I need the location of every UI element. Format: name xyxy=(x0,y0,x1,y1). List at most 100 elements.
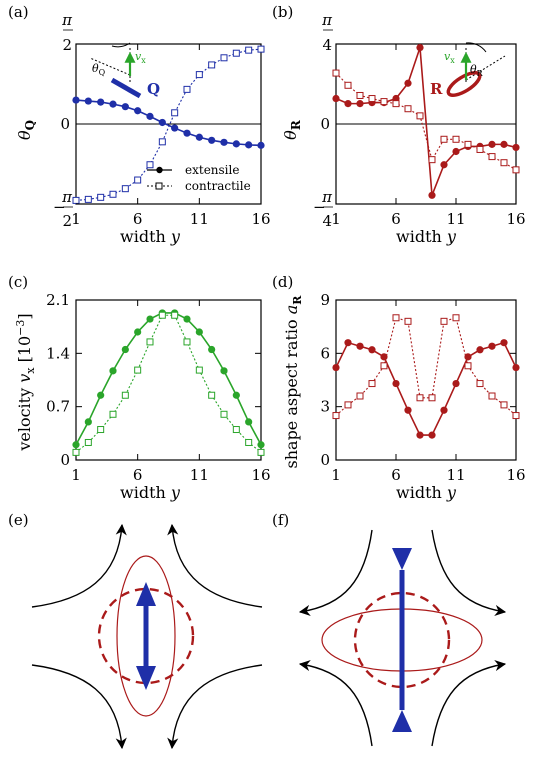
flow-arrow-bottom-left xyxy=(31,664,127,750)
x-axis-label: width y xyxy=(120,483,181,502)
data-point-contractile xyxy=(464,362,472,370)
y-ticks: 0 0.7 1.4 2.1 xyxy=(46,291,261,469)
inset-orientation-sketch: θQ vx Q xyxy=(89,42,160,99)
x-tick-label: 11 xyxy=(190,210,209,228)
r-shape-ellipse xyxy=(446,71,482,97)
data-point-contractile xyxy=(368,95,376,103)
data-point-extensile xyxy=(121,103,129,111)
y-tick-pi-over-4-den: 4 xyxy=(322,36,332,54)
data-point-contractile xyxy=(208,391,216,399)
data-point-contractile xyxy=(134,366,142,374)
y-tick-minus: − xyxy=(313,198,326,216)
data-point-extensile xyxy=(109,100,117,108)
panel-c: (c) 1 6 11 16 00.71.42.1 width y velocity v… xyxy=(8,273,271,502)
legend-label-contractile: contractile xyxy=(185,179,251,193)
data-point-contractile xyxy=(109,190,117,198)
data-point-contractile xyxy=(146,338,154,346)
data-point-contractile xyxy=(146,161,154,169)
series-group xyxy=(72,309,265,456)
data-point-contractile xyxy=(428,394,436,402)
data-point-extensile xyxy=(404,406,412,414)
data-point-contractile xyxy=(488,392,496,400)
data-point-contractile xyxy=(97,193,105,201)
data-point-extensile xyxy=(232,391,240,399)
data-point-extensile xyxy=(356,342,364,350)
data-point-contractile xyxy=(392,100,400,108)
x-tick-label: 1 xyxy=(331,210,341,228)
data-point-extensile xyxy=(109,367,117,375)
y-tick-neg-pi-over-2-den: 2 xyxy=(62,212,72,230)
inset-angle-arc xyxy=(465,42,487,53)
data-point-contractile xyxy=(356,91,364,99)
data-point-extensile xyxy=(356,100,364,108)
x-ticks: 1 6 11 16 xyxy=(331,44,526,228)
panel-label: (d) xyxy=(272,273,293,291)
data-point-extensile xyxy=(72,96,80,104)
data-point-extensile xyxy=(344,339,352,347)
inset-angle-arc xyxy=(111,42,131,48)
data-point-extensile xyxy=(72,441,80,449)
data-point-extensile xyxy=(97,391,105,399)
x-tick-label: 6 xyxy=(391,466,401,484)
data-point-contractile xyxy=(368,380,376,388)
data-point-extensile xyxy=(332,363,340,372)
data-point-extensile xyxy=(208,136,216,144)
y-tick-label: 1.4 xyxy=(46,344,70,362)
inset-tensor-label: R xyxy=(430,80,443,98)
data-point-contractile xyxy=(428,156,436,164)
data-point-contractile xyxy=(452,314,460,322)
series-line-contractile xyxy=(75,48,262,201)
data-point-contractile xyxy=(171,311,179,319)
y-tick-label: 0 xyxy=(60,451,70,469)
legend: extensile contractile xyxy=(147,163,251,193)
y-tick-pi-over-2-den: 2 xyxy=(62,36,72,54)
panel-label: (c) xyxy=(8,273,28,291)
data-point-contractile xyxy=(72,448,80,456)
series-line-extensile xyxy=(335,341,517,436)
data-point-extensile xyxy=(245,141,253,149)
x-tick-label: 11 xyxy=(446,466,465,484)
data-point-extensile xyxy=(195,328,203,336)
reference-shape-circle xyxy=(353,591,451,689)
x-axis-label: width y xyxy=(120,227,181,246)
data-point-extensile xyxy=(440,406,448,414)
x-tick-label: 16 xyxy=(506,210,525,228)
data-point-contractile xyxy=(208,61,216,69)
data-point-extensile xyxy=(476,346,484,354)
y-tick-label: 9 xyxy=(320,291,330,309)
data-point-contractile xyxy=(245,46,253,54)
data-point-contractile xyxy=(392,314,400,322)
panel-e: (e) xyxy=(8,511,263,750)
data-point-extensile xyxy=(488,140,496,148)
data-point-extensile xyxy=(404,79,412,87)
data-point-contractile xyxy=(452,135,460,143)
data-point-contractile xyxy=(332,69,340,77)
data-point-extensile xyxy=(440,161,448,169)
data-point-extensile xyxy=(452,379,460,388)
series-group xyxy=(332,314,520,439)
director-arrowhead-up-icon xyxy=(136,582,156,606)
data-point-extensile xyxy=(121,345,129,354)
x-tick-label: 1 xyxy=(71,466,81,484)
series-line-extensile xyxy=(75,312,262,446)
data-point-contractile xyxy=(416,112,424,120)
director-arrowhead-inward-bottom-icon xyxy=(392,710,412,732)
y-tick-label: 2.1 xyxy=(46,291,70,309)
data-point-extensile xyxy=(232,140,240,148)
data-point-extensile xyxy=(195,133,203,141)
data-point-contractile xyxy=(109,410,117,418)
data-point-extensile xyxy=(183,315,191,323)
data-point-contractile xyxy=(84,438,92,446)
reference-shape-circle xyxy=(97,587,195,685)
data-point-contractile xyxy=(380,362,388,370)
x-tick-label: 6 xyxy=(133,466,143,484)
y-tick-neg-pi-over-2-num: π xyxy=(61,188,73,206)
panel-label: (f) xyxy=(272,511,289,529)
data-point-contractile xyxy=(121,185,129,193)
y-tick-zero: 0 xyxy=(320,115,330,133)
data-point-contractile xyxy=(404,317,412,325)
data-point-extensile xyxy=(220,138,228,146)
data-point-extensile xyxy=(171,124,179,132)
data-point-contractile xyxy=(440,135,448,143)
